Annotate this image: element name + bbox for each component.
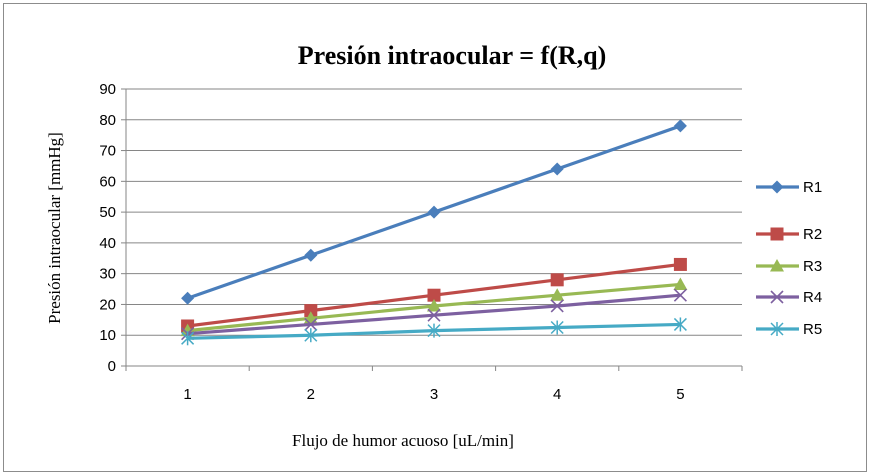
series-r4 [181, 288, 687, 341]
data-point-square [770, 227, 784, 241]
series-r1 [181, 119, 687, 305]
data-point-x [427, 308, 441, 322]
y-tick-label: 20 [99, 296, 116, 313]
data-point-asterisk [427, 323, 441, 338]
data-point-x-stroke [427, 308, 441, 322]
legend: R1 R2 R3 R4 R5 [756, 179, 822, 338]
x-axis-title: Flujo de humor acuoso [uL/min] [292, 431, 514, 450]
data-point-x-stroke [673, 288, 687, 302]
legend-label: R5 [803, 321, 822, 338]
data-point-asterisk [181, 331, 195, 346]
data-point-x [550, 299, 564, 313]
y-tick-label: 40 [99, 235, 116, 252]
data-point-triangle [427, 298, 441, 312]
x-tick-label: 2 [307, 386, 315, 403]
data-point-asterisk [673, 317, 687, 332]
y-tick-label: 70 [99, 143, 116, 160]
axes [121, 88, 743, 371]
data-point-diamond [673, 119, 687, 133]
data-point-triangle [550, 288, 565, 301]
data-point-x [304, 317, 318, 332]
y-tick-label: 80 [99, 112, 116, 129]
data-point-asterisk [770, 322, 784, 336]
legend-item-r5: R5 [756, 321, 822, 338]
data-point-x [673, 288, 687, 302]
legend-item-r2: R2 [756, 226, 822, 243]
legend-label: R1 [803, 179, 822, 196]
chart-title: Presión intraocular = f(R,q) [298, 41, 607, 70]
data-point-square [550, 273, 564, 287]
series-layer [180, 119, 688, 346]
gridlines [126, 88, 742, 336]
data-point-diamond [427, 205, 441, 219]
legend-label: R2 [803, 226, 822, 243]
data-point-triangle [673, 277, 688, 290]
legend-label: R4 [803, 289, 822, 306]
data-point-x-stroke [304, 317, 318, 332]
x-tick-label: 1 [183, 386, 191, 403]
x-tick-labels: 1 2 3 4 5 [183, 386, 684, 403]
legend-label: R3 [803, 258, 822, 275]
data-point-square [427, 288, 441, 302]
series-r5 [181, 317, 687, 346]
data-point-x-stroke [550, 299, 564, 313]
y-tick-label: 10 [99, 327, 116, 344]
series-r2 [181, 257, 687, 333]
x-tick-label: 3 [430, 386, 438, 403]
y-axis-title: Presión intraocular [mmHg] [45, 132, 64, 324]
data-point-diamond [550, 162, 564, 176]
x-tick-label: 4 [553, 386, 561, 403]
y-tick-labels: 0 10 20 30 40 50 60 70 80 90 [99, 81, 116, 375]
data-point-diamond [770, 180, 784, 194]
data-point-diamond [304, 248, 318, 262]
data-point-triangle [770, 259, 784, 272]
data-point-square [304, 304, 318, 318]
data-point-diamond [181, 291, 195, 305]
legend-item-r4: R4 [756, 289, 822, 306]
y-tick-label: 90 [99, 81, 116, 98]
legend-item-r3: R3 [756, 258, 822, 275]
chart-frame [3, 3, 867, 472]
legend-item-r1: R1 [756, 179, 822, 196]
y-tick-label: 50 [99, 204, 116, 221]
data-point-asterisk [304, 328, 318, 343]
y-tick-label: 60 [99, 173, 116, 190]
data-point-asterisk [550, 320, 564, 335]
y-tick-label: 30 [99, 266, 116, 283]
data-point-x [770, 290, 784, 304]
data-point-square [673, 257, 687, 271]
x-tick-label: 5 [676, 386, 684, 403]
y-tick-label: 0 [108, 358, 116, 375]
data-point-x-stroke [770, 290, 784, 304]
